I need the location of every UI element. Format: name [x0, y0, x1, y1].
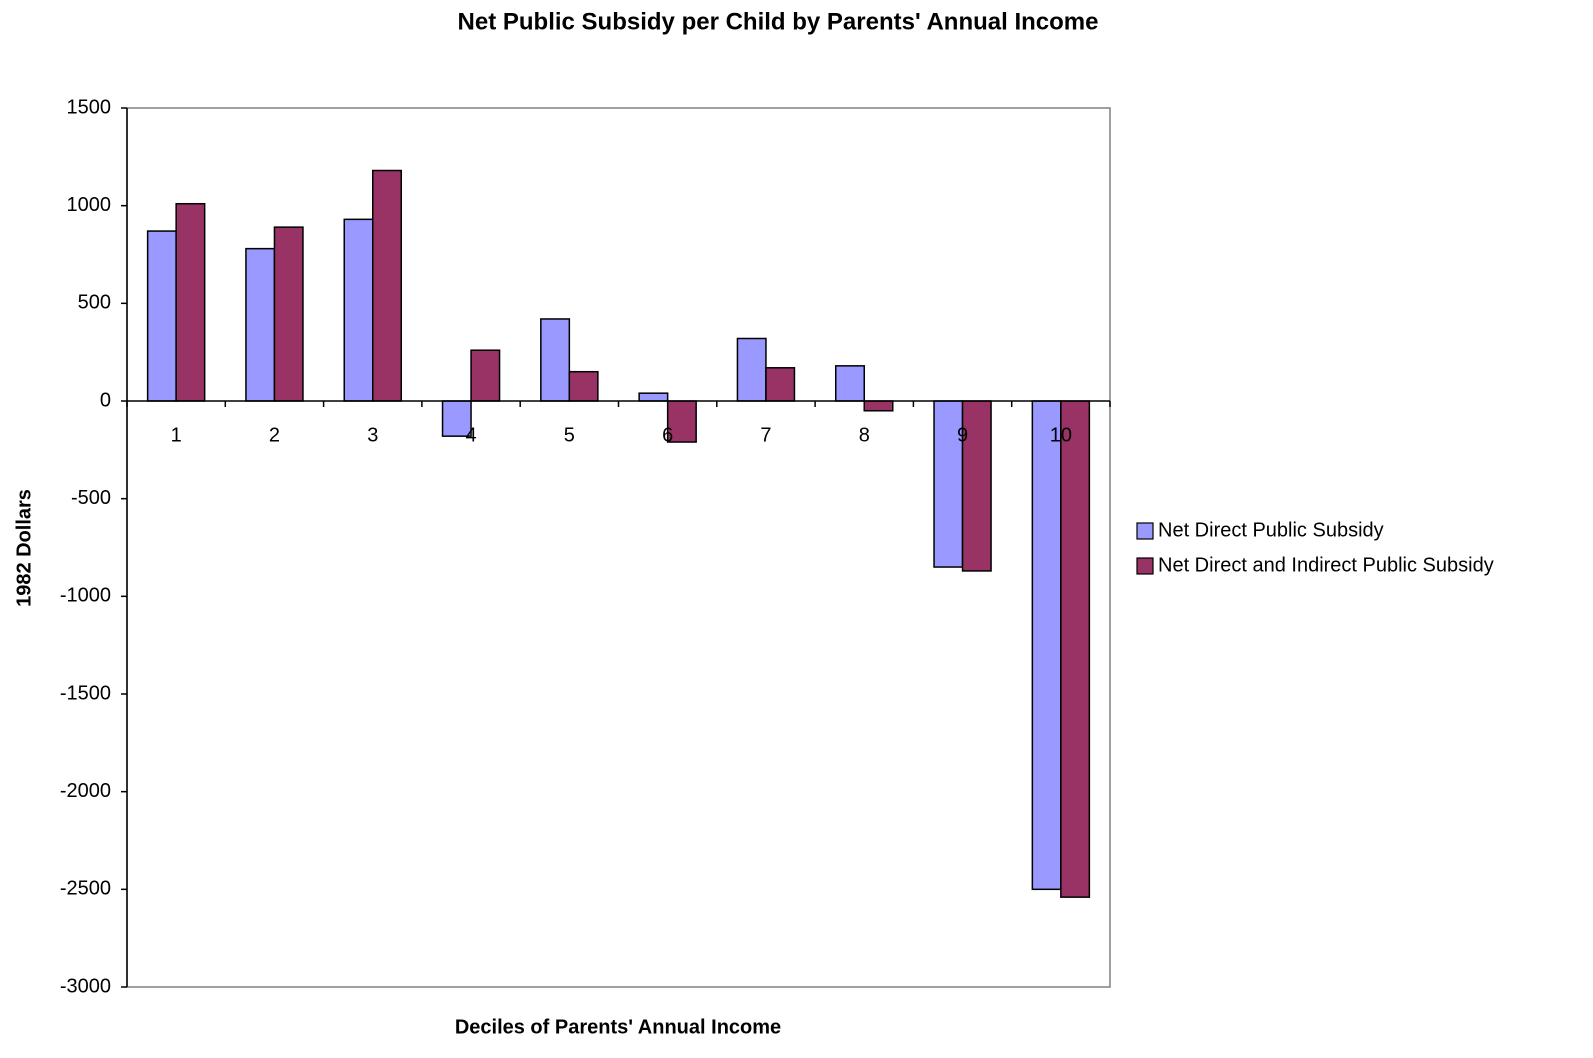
bar — [540, 318, 571, 402]
legend-label: Net Direct and Indirect Public Subsidy — [1158, 554, 1494, 576]
bar — [245, 247, 276, 402]
bar — [1031, 400, 1062, 891]
bar — [1060, 400, 1091, 898]
x-tick-label: 9 — [957, 424, 968, 446]
bar — [568, 370, 599, 402]
y-tick-label: -3000 — [60, 975, 111, 997]
bar — [863, 400, 894, 412]
bar — [765, 367, 796, 402]
y-tick-label: -2500 — [60, 878, 111, 900]
legend-label: Net Direct Public Subsidy — [1158, 519, 1384, 541]
bar — [961, 400, 992, 572]
x-tick-label: 8 — [859, 424, 870, 446]
y-tick-label: -1500 — [60, 682, 111, 704]
y-axis-title: 1982 Dollars — [13, 489, 35, 607]
x-tick-label: 4 — [465, 424, 476, 446]
x-axis-title: Deciles of Parents' Annual Income — [455, 1016, 781, 1038]
bar — [470, 349, 501, 402]
legend-swatch — [1136, 557, 1154, 575]
bar — [834, 365, 865, 402]
bar — [343, 218, 374, 402]
bar — [175, 202, 206, 402]
y-tick-label: 1000 — [67, 194, 112, 216]
x-tick-label: 5 — [564, 424, 575, 446]
y-tick-label: 500 — [78, 292, 111, 314]
x-tick-label: 2 — [269, 424, 280, 446]
y-tick-label: -500 — [71, 487, 111, 509]
bar — [638, 392, 669, 402]
y-tick-label: 0 — [100, 389, 111, 411]
x-tick-label: 7 — [760, 424, 771, 446]
y-tick-label: -1000 — [60, 585, 111, 607]
x-tick-label: 3 — [367, 424, 378, 446]
x-tick-label: 1 — [171, 424, 182, 446]
y-tick-label: -2000 — [60, 780, 111, 802]
bar — [736, 337, 767, 402]
x-tick-label: 6 — [662, 424, 673, 446]
bar — [273, 226, 304, 402]
bar — [146, 230, 177, 402]
x-tick-label: 10 — [1050, 424, 1072, 446]
legend-swatch — [1136, 522, 1154, 540]
chart-title: Net Public Subsidy per Child by Parents'… — [458, 8, 1099, 35]
bar — [441, 400, 472, 437]
y-tick-label: 1500 — [67, 96, 112, 118]
bar — [372, 169, 403, 402]
